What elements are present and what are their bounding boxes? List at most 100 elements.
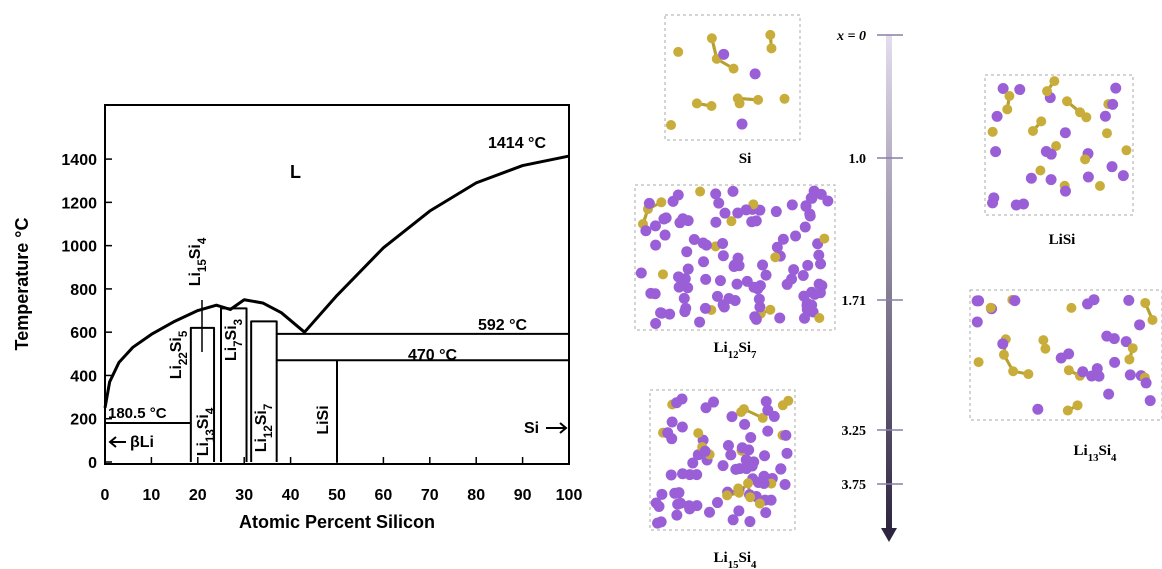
li-atom: [676, 421, 688, 433]
si-atom: [1042, 86, 1053, 97]
li-atom: [816, 280, 828, 292]
li-atom: [765, 494, 777, 506]
li-atom: [744, 516, 756, 528]
li-atom: [760, 507, 772, 519]
arrow: [546, 422, 568, 434]
phase-label: Li15Si4: [187, 237, 209, 286]
li-atom: [713, 197, 725, 209]
li-atom: [809, 288, 821, 300]
y-tick-label: 600: [70, 325, 97, 342]
composition-bar: [886, 35, 892, 530]
li-atom: [635, 267, 647, 279]
li-atom: [677, 468, 689, 480]
li-atom: [665, 469, 677, 481]
x-tick-label: 40: [282, 487, 300, 504]
li-atom: [682, 215, 694, 227]
li-atom: [991, 110, 1003, 122]
li-atom: [653, 500, 665, 512]
li-atom: [675, 497, 687, 509]
li-atom: [1134, 319, 1146, 331]
li-atom: [997, 82, 1009, 94]
si-atom: [1038, 335, 1049, 346]
li-atom: [699, 445, 711, 457]
li-atom: [1082, 298, 1094, 310]
si-atom: [765, 29, 776, 40]
x-tick-label: 10: [143, 487, 161, 504]
si-atom: [1051, 141, 1062, 152]
si-atom: [722, 490, 733, 501]
li-atom: [1055, 352, 1067, 364]
si-atom: [706, 100, 717, 111]
si-atom: [1049, 76, 1060, 87]
structure-label: Li15Si4: [714, 550, 758, 569]
li-atom: [680, 302, 692, 314]
si-atom: [985, 302, 996, 313]
li-atom: [682, 263, 694, 275]
li-atom: [655, 516, 667, 528]
si-atom: [1023, 369, 1034, 380]
si-atom: [1101, 128, 1112, 139]
phase-label: Li12Si7: [253, 404, 275, 453]
phase-label: Li22Si5: [168, 330, 190, 379]
li-atom: [682, 282, 694, 294]
li-atom: [771, 241, 783, 253]
annotation: βLi: [130, 434, 154, 451]
si-atom: [987, 126, 998, 137]
composition-arrowhead: [881, 528, 897, 542]
li-atom: [805, 192, 817, 204]
li-atom: [700, 239, 712, 251]
si-atom: [733, 483, 744, 494]
li-atom: [1032, 403, 1044, 415]
li-atom: [757, 259, 769, 271]
li-atom: [736, 118, 748, 130]
si-atom: [754, 498, 765, 509]
li-atom: [671, 397, 683, 409]
y-tick-label: 1200: [61, 195, 97, 212]
li-atom: [688, 233, 700, 245]
annotation: 1414 °C: [488, 135, 546, 152]
phase-label: LiSi: [315, 405, 332, 434]
li-atom: [734, 463, 746, 475]
si-atom: [748, 199, 759, 210]
li-atom: [997, 338, 1009, 350]
si-atom: [728, 63, 739, 74]
li-atom: [712, 497, 724, 509]
li-atom: [745, 432, 757, 444]
li-atom: [768, 410, 780, 422]
li-atom: [760, 269, 772, 281]
si-atom: [777, 400, 788, 411]
si-atom: [1063, 365, 1074, 376]
y-tick-label: 200: [70, 412, 97, 429]
y-tick-label: 800: [70, 282, 97, 299]
annotation: L: [290, 162, 301, 182]
li-atom: [718, 301, 730, 313]
li-atom: [1123, 294, 1135, 306]
li-atom: [749, 68, 761, 80]
si-atom: [1040, 343, 1051, 354]
li-atom: [700, 402, 712, 414]
li-atom: [1059, 185, 1071, 197]
si-atom: [1002, 104, 1013, 115]
si-atom: [657, 269, 668, 280]
si-atom: [1027, 125, 1038, 136]
li-atom: [1110, 82, 1122, 94]
li-atom: [1010, 199, 1022, 211]
si-atom: [726, 216, 737, 227]
li-atom: [822, 195, 834, 207]
li-atom: [669, 487, 681, 499]
si-atom: [1035, 165, 1046, 176]
si-atom: [1008, 366, 1019, 377]
li-atom: [725, 449, 737, 461]
li-atom: [1106, 161, 1118, 173]
structure-label: LiSi: [1049, 232, 1076, 248]
scale-label: x = 0: [836, 29, 866, 44]
li-atom: [731, 278, 743, 290]
li-atom: [798, 290, 810, 302]
li-atom: [1109, 356, 1121, 368]
li-atom: [1091, 363, 1103, 375]
li-atom: [1120, 336, 1132, 348]
li-atom: [775, 463, 787, 475]
li-atom: [718, 48, 730, 60]
si-atom: [743, 478, 754, 489]
li-atom: [732, 207, 744, 219]
